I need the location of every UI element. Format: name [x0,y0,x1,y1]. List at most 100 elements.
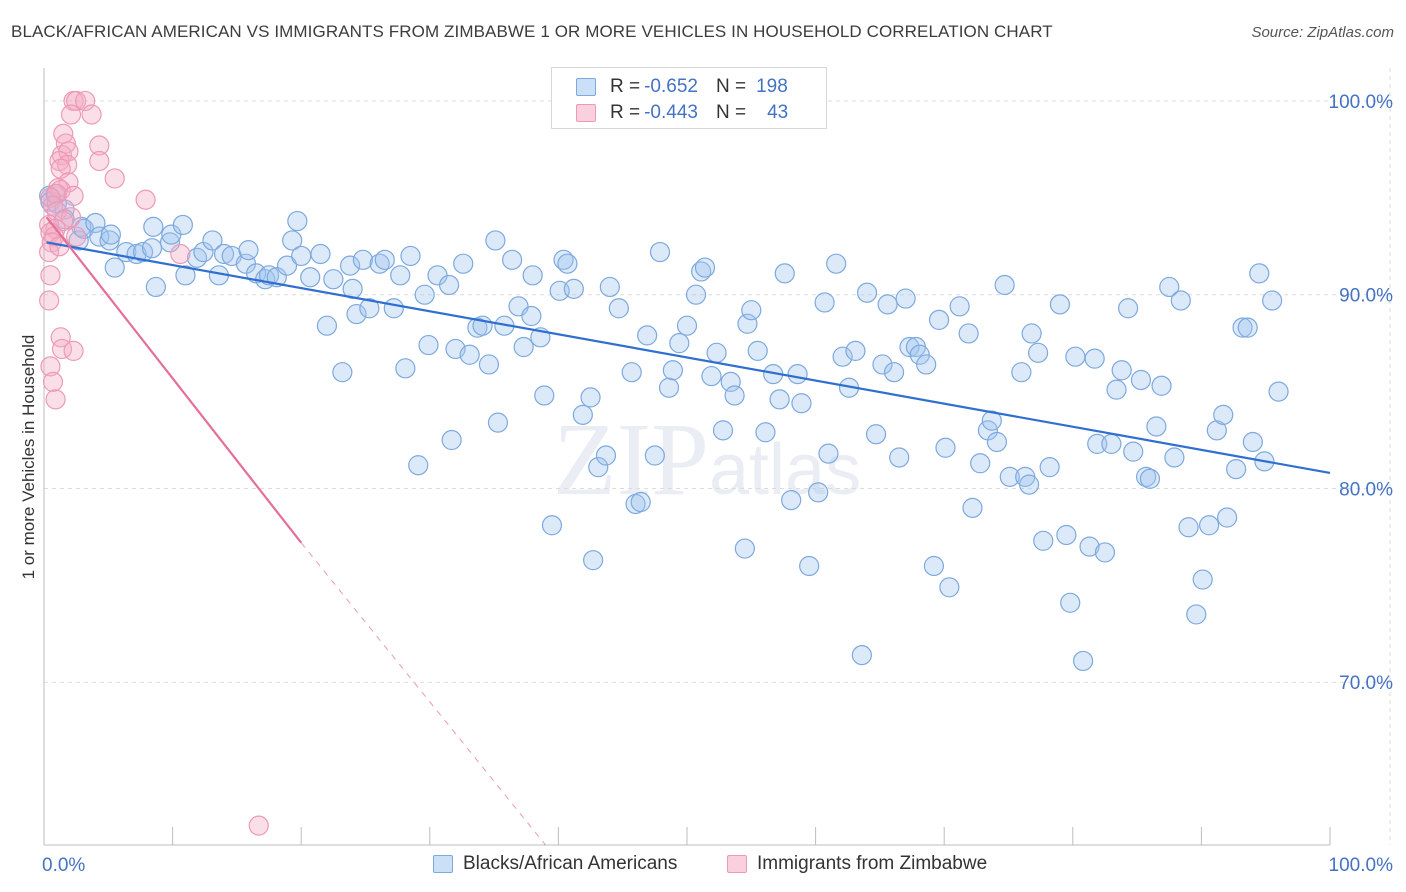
zimbabwe-point-4 [60,104,82,125]
blacks-point-142 [939,577,960,598]
blacks-point-126 [845,340,866,361]
blacks-point-175 [1139,468,1161,489]
blacks-point-92 [630,491,651,513]
y-tick-label-100: 100.0% [1329,92,1394,113]
zimbabwe-point-30 [66,226,87,247]
blacks-point-77 [534,385,555,406]
blacks-point-108 [734,538,755,559]
blacks-point-149 [986,431,1008,453]
zimbabwe-point-41 [42,371,64,393]
blacks-point-114 [769,389,790,410]
blacks-point-71 [502,249,523,270]
blacks-point-41 [310,243,331,265]
blacks-point-159 [1049,294,1071,315]
blacks-point-156 [1027,342,1049,363]
zimbabwe-point-6 [55,133,76,154]
blacks-point-56 [408,455,429,476]
legend-n-label: N = [715,76,747,97]
blacks-point-102 [694,257,716,278]
blacks-point-104 [706,342,727,363]
blacks-point-89 [608,298,629,319]
legend-swatch-blue [576,78,596,96]
zimbabwe-point-20 [63,185,84,206]
blacks-point-60 [438,274,460,296]
blacks-point-64 [459,344,480,365]
blacks-point-119 [799,555,820,577]
zimbabwe-point-14 [104,168,125,189]
source-label: Source: ZipAtlas.com [1251,24,1394,41]
blacks-point-152 [1011,362,1032,383]
blacks-point-40 [300,267,321,288]
blacks-point-155 [1021,323,1042,344]
zimbabwe-point-40 [40,356,61,377]
x-tick-labels: 0.0% 100.0% [42,855,1393,876]
blacks-point-120 [808,482,829,503]
blacks-point-96 [658,377,680,398]
blacks-point-183 [1192,569,1213,590]
blacks-point-180 [1170,290,1191,311]
blacks-point-54 [395,358,416,379]
blacks-point-58 [418,334,439,356]
blacks-point-185 [1206,420,1227,441]
blacks-point-38 [287,210,308,232]
blacks-point-103 [701,365,722,387]
blacks-point-131 [877,294,898,315]
blacks-point-194 [1262,290,1283,311]
blacks-point-67 [478,354,500,375]
chart-title: BLACK/AFRICAN AMERICAN VS IMMIGRANTS FRO… [11,22,1053,41]
blacks-point-82 [563,278,584,299]
blacks-point-184 [1199,515,1220,536]
blacks-point-34 [258,265,280,286]
blacks-point-129 [865,424,887,445]
y-tick-labels: 70.0% 80.0% 90.0% 100.0% [1329,92,1394,694]
blacks-point-80 [553,249,574,270]
blacks-point-190 [1237,317,1258,338]
blacks-point-52 [383,298,404,319]
blacks-point-172 [1123,441,1144,462]
blacks-point-44 [332,362,353,383]
bottom-legend-label: Immigrants from Zimbabwe [757,853,988,874]
blacks-point-134 [895,288,916,309]
blacks-point-88 [595,445,617,466]
blacks-point-98 [669,333,690,354]
zimbabwe-point-22 [42,195,64,216]
blacks-point-106 [720,371,741,393]
zimbabwe-point-3 [81,104,102,125]
blacks-point-167 [1094,542,1116,563]
blacks-point-118 [791,393,812,414]
zimbabwe-point-7 [89,135,110,156]
blacks-point-97 [662,360,683,381]
blacks-point-55 [400,245,421,267]
blacks-point-176 [1146,416,1167,437]
blacks-point-23 [175,265,196,286]
blacks-point-111 [747,340,768,361]
blacks-point-26 [202,230,223,251]
blacks-point-160 [1056,524,1077,546]
legend-n-value: 198 [756,76,788,97]
blacks-point-144 [958,323,979,344]
blacks-point-90 [621,362,642,383]
blacks-point-121 [814,292,835,313]
blacks-point-192 [1249,263,1270,284]
y-tick-label-70: 70.0% [1339,673,1393,694]
blacks-point-57 [414,284,435,305]
blacks-point-163 [1072,650,1094,672]
blacks-point-168 [1101,433,1122,455]
blacks-point-110 [741,300,762,321]
blacks-point-105 [712,420,734,441]
blacks-point-24 [186,247,208,268]
blacks-point-63 [453,253,474,274]
blacks-point-61 [441,429,462,451]
blacks-point-95 [649,241,671,263]
blacks-point-48 [352,249,374,270]
blacks-point-164 [1079,536,1100,557]
blacks-point-81 [557,253,578,274]
y-tick-label-80: 80.0% [1339,479,1393,500]
blacks-point-154 [1018,474,1040,495]
blacks-point-43 [323,269,344,290]
legend-n-label: N = [715,102,747,123]
blacks-point-99 [676,315,698,336]
blacks-point-165 [1084,348,1105,369]
series-blacks-points [39,183,1289,672]
